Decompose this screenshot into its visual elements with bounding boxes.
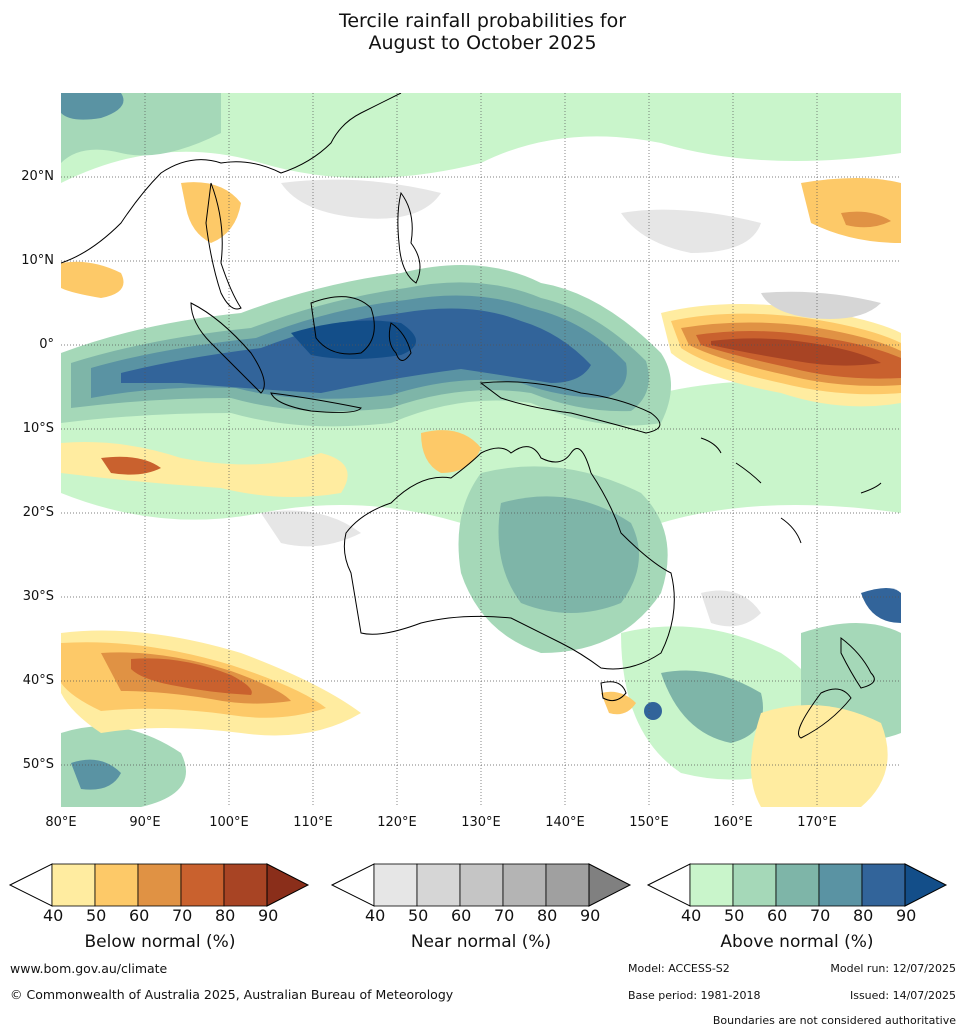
island-coast — [735, 462, 762, 484]
lat-label: 30°S — [22, 589, 54, 604]
issued-label: Issued: 14/07/2025 — [849, 989, 956, 1002]
lon-label: 100°E — [209, 815, 249, 830]
near-normal-region — [701, 590, 761, 627]
below-normal-region — [751, 705, 888, 807]
graticule — [61, 93, 901, 807]
disclaimer-text: Boundaries are not considered authoritat… — [712, 1014, 956, 1027]
below-normal-colorbar — [8, 863, 310, 907]
malay-peninsula-coast — [205, 182, 242, 310]
colorbar-tick: 70 — [494, 906, 515, 925]
above-normal-region — [661, 670, 763, 743]
near-normal-region — [261, 510, 361, 547]
below-normal-region — [421, 430, 481, 473]
below-normal-region — [101, 456, 161, 475]
new-guinea-coast — [479, 381, 661, 434]
lat-label: 20°S — [22, 505, 54, 520]
colorbar-tick: 80 — [215, 906, 236, 925]
lon-label: 150°E — [629, 815, 669, 830]
near-normal-title: Near normal (%) — [410, 932, 552, 952]
below-normal-title: Below normal (%) — [84, 932, 236, 952]
lon-label: 120°E — [377, 815, 417, 830]
lat-label: 50°S — [22, 757, 54, 772]
map-canvas — [61, 93, 901, 807]
lon-label: 130°E — [461, 815, 501, 830]
australia-coast — [343, 446, 675, 670]
sumatra-coast — [190, 302, 265, 394]
colorbar-tick: 90 — [896, 906, 917, 925]
new-zealand-coast — [840, 636, 875, 689]
above-normal-title: Above normal (%) — [720, 932, 874, 952]
colorbar-tick: 90 — [580, 906, 601, 925]
title-line-2: August to October 2025 — [368, 32, 597, 54]
above-normal-region — [61, 93, 124, 120]
above-normal-region — [71, 759, 121, 790]
lat-label: 20°N — [21, 169, 54, 184]
lon-label: 90°E — [129, 815, 161, 830]
model-run-label: Model run: 12/07/2025 — [830, 962, 956, 975]
title-line-1: Tercile rainfall probabilities for — [338, 10, 627, 32]
rainfall-map — [61, 93, 901, 807]
colorbar-tick: 50 — [86, 906, 107, 925]
coastlines — [61, 93, 882, 739]
lat-label: 10°S — [22, 421, 54, 436]
below-normal-region — [801, 178, 901, 243]
colorbar-tick: 80 — [537, 906, 558, 925]
asia-mainland-coast — [61, 93, 402, 264]
colorbar-tick: 70 — [172, 906, 193, 925]
borneo-coast — [310, 296, 375, 355]
below-normal-region — [61, 261, 124, 298]
colorbar-tick: 40 — [681, 906, 702, 925]
new-zealand-coast — [798, 688, 852, 739]
lon-label: 80°E — [45, 815, 77, 830]
colorbar-tick: 60 — [451, 906, 472, 925]
colorbar-tick: 70 — [810, 906, 831, 925]
lat-label: 40°S — [22, 673, 54, 688]
colorbar-tick: 60 — [767, 906, 788, 925]
map-title: Tercile rainfall probabilities for Augus… — [0, 10, 965, 54]
lon-label: 110°E — [293, 815, 333, 830]
copyright-text: © Commonwealth of Australia 2025, Austra… — [10, 987, 454, 1002]
colorbar-tick: 60 — [129, 906, 150, 925]
sulawesi-coast — [388, 322, 412, 361]
colorbar-tick: 50 — [724, 906, 745, 925]
base-period-label: Base period: 1981-2018 — [628, 989, 761, 1002]
above-normal-region — [498, 496, 639, 613]
colorbar-tick: 40 — [43, 906, 64, 925]
colorbar-tick: 50 — [408, 906, 429, 925]
below-normal-region — [841, 211, 891, 228]
colorbar-tick: 90 — [258, 906, 279, 925]
below-normal-region — [711, 338, 881, 366]
java-coast — [270, 392, 362, 413]
colorbar-tick: 80 — [853, 906, 874, 925]
near-normal-colorbar — [330, 863, 632, 907]
below-normal-region — [131, 658, 252, 695]
model-label: Model: ACCESS-S2 — [628, 962, 730, 975]
above-normal-band — [291, 320, 416, 359]
below-normal-region — [181, 182, 241, 243]
website-link[interactable]: www.bom.gov.au/climate — [10, 961, 168, 976]
tasmania-coast — [600, 681, 627, 702]
above-normal-colorbar — [646, 863, 948, 907]
below-normal-region — [601, 691, 636, 715]
philippines-coast — [397, 191, 421, 284]
island-coast — [700, 437, 722, 454]
near-normal-region — [761, 291, 881, 319]
near-normal-region — [621, 209, 761, 253]
lat-label: 10°N — [21, 253, 54, 268]
colorbar-tick: 40 — [365, 906, 386, 925]
island-coast — [780, 517, 802, 544]
near-normal-region — [281, 179, 441, 219]
above-normal-region — [644, 702, 662, 720]
island-coast — [860, 482, 882, 494]
lat-label: 0° — [39, 337, 54, 352]
lon-label: 170°E — [797, 815, 837, 830]
below-normal-region — [61, 442, 348, 497]
lon-label: 140°E — [545, 815, 585, 830]
lon-label: 160°E — [713, 815, 753, 830]
